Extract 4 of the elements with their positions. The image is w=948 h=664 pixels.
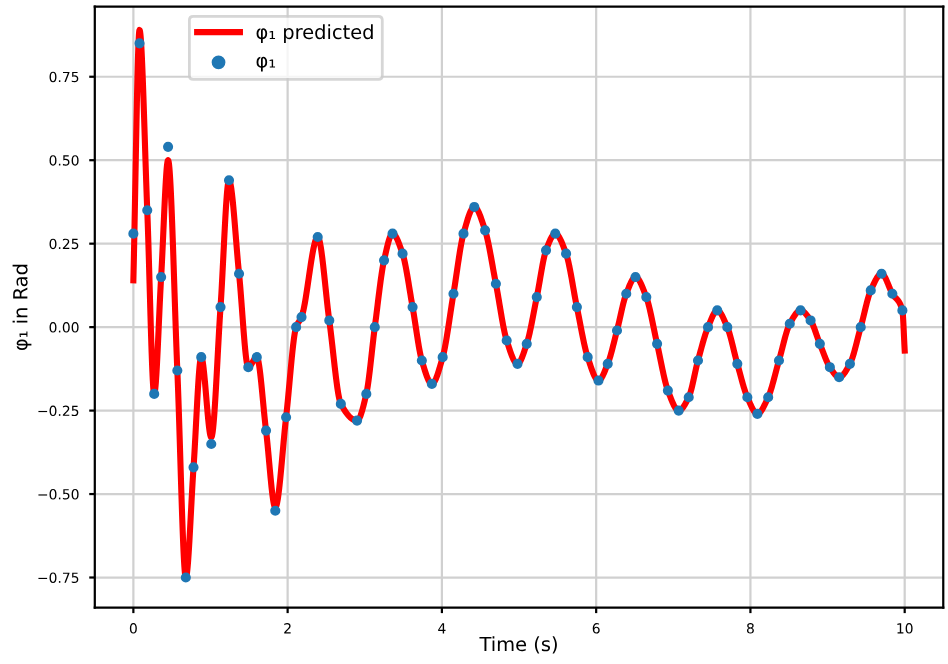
x-axis-title: Time (s): [479, 636, 557, 654]
legend-label: φ₁: [256, 56, 276, 72]
legend-label: φ₁ predicted: [256, 24, 373, 43]
y-axis-title: φ₁ in Rad: [12, 264, 32, 351]
